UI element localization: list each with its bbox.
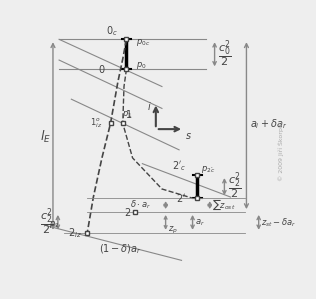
Text: $2$: $2$ (124, 206, 131, 218)
Text: $\dfrac{c_2^2}{2}$: $\dfrac{c_2^2}{2}$ (40, 207, 53, 238)
Text: $2'$: $2'$ (176, 192, 186, 204)
Text: $l_E$: $l_E$ (40, 129, 51, 145)
Text: $\dfrac{c_2^2}{2}$: $\dfrac{c_2^2}{2}$ (228, 171, 242, 202)
Text: $p_2$: $p_2$ (49, 219, 60, 231)
Text: $a_i + \delta a_r$: $a_i + \delta a_r$ (250, 118, 287, 132)
Text: $2'_c$: $2'_c$ (172, 159, 186, 173)
Text: $\delta \cdot a_r$: $\delta \cdot a_r$ (130, 199, 151, 211)
Text: $1$: $1$ (125, 108, 132, 120)
Text: $s$: $s$ (185, 132, 192, 141)
Text: $i$: $i$ (148, 100, 152, 112)
Text: $1^o_{iz}$: $1^o_{iz}$ (90, 117, 102, 130)
Text: $a_r$: $a_r$ (195, 217, 205, 228)
Text: $2_{iz}$: $2_{iz}$ (69, 226, 82, 239)
Text: © 2009 Jiří Škorpik: © 2009 Jiří Škorpik (278, 121, 284, 181)
Text: $p_{2\'c}$: $p_{2\'c}$ (201, 164, 216, 175)
Text: $(1-\delta)a_r$: $(1-\delta)a_r$ (99, 242, 142, 256)
Text: $z_p$: $z_p$ (168, 225, 178, 236)
Text: $p_0$: $p_0$ (136, 60, 147, 71)
Text: $p_1$: $p_1$ (122, 109, 132, 120)
Text: $0$: $0$ (98, 63, 106, 75)
Text: $\dfrac{c_0^2}{2}$: $\dfrac{c_0^2}{2}$ (218, 39, 232, 70)
Text: $0_c$: $0_c$ (106, 25, 118, 38)
Text: $\sum z_{ost}$: $\sum z_{ost}$ (212, 198, 236, 212)
Text: $p_{0c}$: $p_{0c}$ (136, 37, 150, 48)
Text: $z_{st}{\rm -}\delta a_r$: $z_{st}{\rm -}\delta a_r$ (261, 216, 296, 229)
